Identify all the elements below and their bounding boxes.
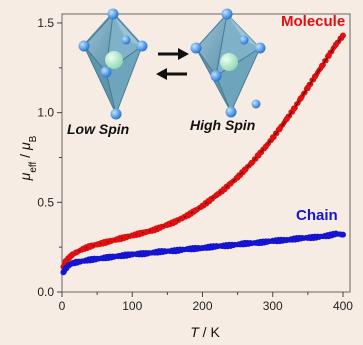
data-point [290, 106, 297, 113]
x-axis-var: T [190, 324, 200, 340]
x-tick-label: 200 [192, 299, 212, 313]
data-point [262, 143, 269, 150]
data-point [311, 73, 318, 80]
x-tick-labels: 0 100 200 300 400 [59, 299, 354, 313]
data-point [129, 251, 136, 258]
data-point [87, 243, 94, 250]
series-chain [60, 230, 346, 276]
x-tick-label: 300 [263, 299, 283, 313]
data-point [241, 167, 248, 174]
equilibrium-arrows-icon [156, 48, 189, 80]
data-point [269, 134, 276, 141]
data-point [213, 192, 220, 199]
high-spin-label: High Spin [190, 117, 255, 133]
data-point [339, 231, 346, 238]
data-point [213, 243, 220, 250]
y-axis-title: μeff / μB [17, 135, 39, 181]
data-point [73, 259, 80, 266]
data-point [122, 234, 129, 241]
y-axis-var: μ [17, 172, 33, 181]
y-tick-label: 0.0 [37, 285, 54, 299]
data-point [164, 221, 171, 228]
y-tick-label: 0.5 [37, 195, 54, 209]
x-tick-label: 400 [333, 299, 353, 313]
data-point [255, 151, 262, 158]
low-spin-label: Low Spin [67, 121, 129, 137]
series-layer [60, 32, 346, 276]
data-point [255, 239, 262, 246]
data-point [80, 245, 87, 252]
data-point [143, 250, 150, 257]
y-tick-label: 1.5 [37, 16, 54, 30]
data-point [87, 256, 94, 263]
data-point [143, 228, 150, 235]
data-point [332, 41, 339, 48]
data-point [234, 174, 241, 181]
plot-axes [57, 13, 351, 297]
data-point [115, 236, 122, 243]
data-point [325, 232, 332, 239]
data-point [332, 230, 339, 237]
data-point [297, 95, 304, 102]
series-molecule [60, 32, 346, 270]
data-point [311, 234, 318, 241]
data-point [157, 224, 164, 231]
data-point [129, 232, 136, 239]
data-point [297, 235, 304, 242]
x-tick-label: 100 [122, 299, 142, 313]
data-point [171, 219, 178, 226]
data-point [136, 230, 143, 237]
y-tick-label: 1.0 [37, 106, 54, 120]
data-point [185, 211, 192, 218]
data-point [199, 202, 206, 209]
low-spin-octahedron-icon [78, 8, 148, 120]
data-point [248, 159, 255, 166]
y-axis-den: μ [17, 142, 33, 151]
data-point [101, 254, 108, 261]
data-point [185, 245, 192, 252]
data-point [150, 227, 157, 234]
y-tick-labels: 0.0 0.5 1.0 1.5 [37, 16, 54, 299]
series-label-chain: Chain [296, 207, 338, 224]
data-point [192, 207, 199, 214]
high-spin-octahedron-icon [190, 8, 266, 118]
data-point [318, 63, 325, 70]
data-point [101, 239, 108, 246]
data-point [227, 242, 234, 249]
data-point [304, 84, 311, 91]
data-point [339, 32, 346, 39]
data-point [241, 240, 248, 247]
data-point [283, 236, 290, 243]
data-point [171, 247, 178, 254]
data-point [276, 125, 283, 132]
data-point [206, 197, 213, 204]
data-point [283, 115, 290, 122]
data-point [178, 215, 185, 222]
y-axis-sub: eff [28, 161, 39, 172]
data-point [220, 186, 227, 193]
data-point [227, 180, 234, 187]
plot-frame [61, 13, 351, 293]
data-point [269, 237, 276, 244]
data-point [108, 237, 115, 244]
data-point [115, 253, 122, 260]
x-axis-unit: K [210, 324, 220, 340]
data-point [73, 249, 80, 256]
series-label-molecule: Molecule [281, 13, 345, 30]
data-point [94, 241, 101, 248]
x-tick-label: 0 [59, 299, 66, 313]
data-point [157, 248, 164, 255]
data-point [199, 245, 206, 252]
data-point [325, 52, 332, 59]
y-axis-sep: / [17, 150, 33, 162]
y-axis-den-sub: B [28, 135, 39, 142]
x-axis-title: T / K [190, 324, 220, 340]
